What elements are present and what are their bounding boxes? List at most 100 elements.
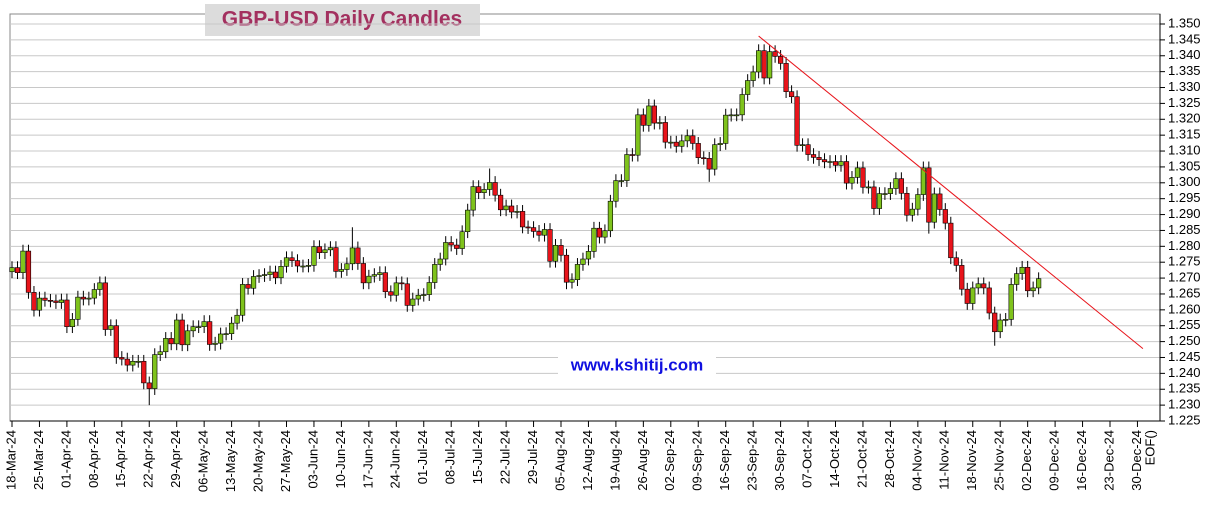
candle-body xyxy=(410,298,416,306)
candle-body xyxy=(580,258,586,265)
candle-body xyxy=(196,326,202,328)
candle-body xyxy=(799,144,806,146)
grid: 1.2251.2301.2351.2401.2451.2501.2551.260… xyxy=(3,14,1201,492)
candle-body xyxy=(207,321,213,345)
candle-body xyxy=(893,178,899,189)
x-tick-label: 09-Sep-24 xyxy=(690,430,705,491)
y-tick-label: 1.350 xyxy=(1168,15,1201,30)
trendline xyxy=(758,35,1144,349)
candle-body xyxy=(130,360,136,366)
candle-body xyxy=(574,264,581,280)
candle-body xyxy=(388,291,394,296)
candle-body xyxy=(498,194,504,211)
y-tick-label: 1.250 xyxy=(1168,333,1201,348)
x-tick-label: 24-Jun-24 xyxy=(388,430,403,489)
candle-body xyxy=(519,211,526,228)
candle-body xyxy=(547,229,553,262)
candle-body xyxy=(624,154,630,181)
x-tick-label: 04-Nov-24 xyxy=(909,430,924,491)
candle-body xyxy=(86,297,92,300)
candle-body xyxy=(552,245,559,262)
candle-body xyxy=(470,186,476,211)
y-tick-label: 1.330 xyxy=(1168,79,1201,94)
x-tick-label: 21-Oct-24 xyxy=(854,430,869,488)
y-tick-label: 1.270 xyxy=(1168,270,1201,285)
watermark: www.kshitij.com xyxy=(570,355,704,374)
x-tick-label: 12-Aug-24 xyxy=(580,430,595,491)
x-tick-label: 23-Sep-24 xyxy=(745,430,760,491)
candle-body xyxy=(366,275,372,284)
candle-body xyxy=(887,188,893,194)
candle-body xyxy=(135,360,141,363)
x-tick-label: 25-Nov-24 xyxy=(992,430,1007,491)
candle-body xyxy=(591,227,597,252)
candle-body xyxy=(42,297,48,301)
watermark-box xyxy=(558,354,716,378)
candle-body xyxy=(256,275,262,277)
candle-body xyxy=(992,312,998,333)
candle-body xyxy=(459,231,465,249)
candle-body xyxy=(541,229,548,236)
candle-body xyxy=(915,194,921,210)
candle-body xyxy=(503,205,509,211)
candle-body xyxy=(926,167,932,223)
candle-body xyxy=(421,294,427,296)
candle-body xyxy=(882,193,888,195)
candle-body xyxy=(141,360,147,384)
candle-body xyxy=(750,71,756,81)
y-tick-label: 1.300 xyxy=(1168,174,1201,189)
x-tick-label: 23-Dec-24 xyxy=(1101,430,1116,491)
x-tick-label: 15-Jul-24 xyxy=(470,430,485,484)
candle-body xyxy=(426,282,432,295)
x-tick-label: 25-Mar-24 xyxy=(31,430,46,490)
candle-body xyxy=(508,205,515,213)
candle-body xyxy=(399,282,405,285)
candle-body xyxy=(75,296,81,320)
y-tick-label: 1.295 xyxy=(1168,190,1201,205)
candle-body xyxy=(300,265,306,268)
candle-body xyxy=(31,292,37,311)
y-tick-label: 1.320 xyxy=(1168,111,1201,126)
candle-body xyxy=(860,167,866,188)
x-tick-label: 16-Sep-24 xyxy=(717,430,732,491)
candle-body xyxy=(986,287,992,314)
candle-body xyxy=(1014,273,1020,285)
candle-body xyxy=(91,289,97,299)
candle-body xyxy=(267,271,273,275)
candle-body xyxy=(838,161,844,166)
candle-body xyxy=(294,260,301,267)
candle-body xyxy=(174,319,180,345)
candle-body xyxy=(585,251,592,260)
candle-body xyxy=(190,326,196,332)
candle-body xyxy=(756,50,762,73)
x-tick-label: 15-Apr-24 xyxy=(113,430,128,488)
y-tick-label: 1.290 xyxy=(1168,206,1201,221)
candle-body xyxy=(569,279,575,283)
y-tick-label: 1.310 xyxy=(1168,142,1201,157)
y-tick-label: 1.335 xyxy=(1168,63,1201,78)
candle-body xyxy=(635,114,641,156)
candle-body xyxy=(355,247,361,264)
x-tick-label: 26-Aug-24 xyxy=(635,430,650,491)
y-tick-label: 1.225 xyxy=(1168,412,1201,427)
candle-body xyxy=(20,250,26,273)
candle-body xyxy=(393,282,399,296)
candle-body xyxy=(871,186,877,209)
candle-body xyxy=(904,192,910,216)
candle-body xyxy=(185,330,191,346)
candle-body xyxy=(102,282,108,330)
candle-body xyxy=(157,351,163,355)
candle-body xyxy=(679,140,685,147)
candle-body xyxy=(261,274,268,276)
candle-body xyxy=(701,157,707,160)
x-tick-label: 05-Aug-24 xyxy=(552,430,567,491)
candle-body xyxy=(404,283,410,306)
candle-body xyxy=(948,222,954,259)
candle-body xyxy=(108,325,114,330)
candle-body xyxy=(931,193,937,223)
candle-body xyxy=(596,227,603,238)
x-tick-label: EOF() xyxy=(1143,430,1158,465)
candle-body xyxy=(745,80,751,95)
candle-body xyxy=(668,141,674,144)
candle-body xyxy=(953,257,959,266)
